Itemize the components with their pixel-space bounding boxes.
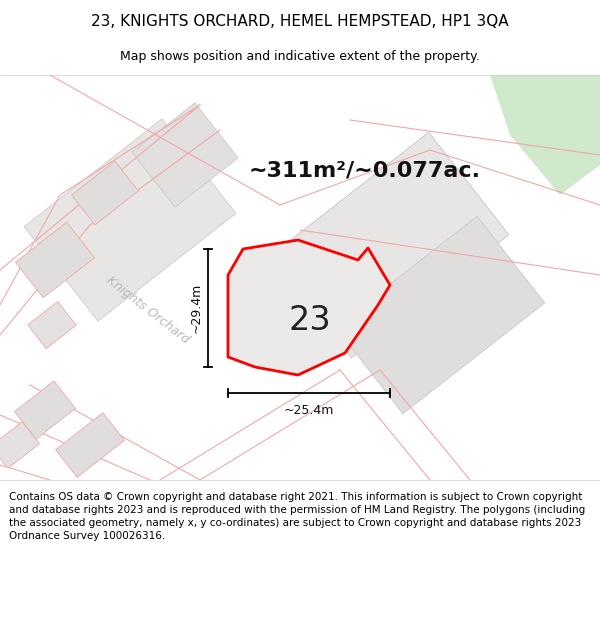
Polygon shape xyxy=(271,132,509,358)
Text: 23: 23 xyxy=(289,304,331,336)
Polygon shape xyxy=(16,222,94,298)
Polygon shape xyxy=(24,119,236,321)
Polygon shape xyxy=(71,161,139,225)
Text: ~25.4m: ~25.4m xyxy=(284,404,334,418)
Text: Contains OS data © Crown copyright and database right 2021. This information is : Contains OS data © Crown copyright and d… xyxy=(9,492,585,541)
Polygon shape xyxy=(14,381,76,439)
Polygon shape xyxy=(56,412,124,478)
Polygon shape xyxy=(335,216,545,414)
Polygon shape xyxy=(132,102,238,208)
Polygon shape xyxy=(28,301,76,349)
Text: ~311m²/~0.077ac.: ~311m²/~0.077ac. xyxy=(249,160,481,180)
Text: ~29.4m: ~29.4m xyxy=(190,283,203,333)
Polygon shape xyxy=(228,240,390,375)
Polygon shape xyxy=(490,75,600,195)
Text: 23, KNIGHTS ORCHARD, HEMEL HEMPSTEAD, HP1 3QA: 23, KNIGHTS ORCHARD, HEMEL HEMPSTEAD, HP… xyxy=(91,14,509,29)
Text: Knights Orchard: Knights Orchard xyxy=(104,274,192,346)
Polygon shape xyxy=(0,422,40,468)
Text: Map shows position and indicative extent of the property.: Map shows position and indicative extent… xyxy=(120,50,480,62)
